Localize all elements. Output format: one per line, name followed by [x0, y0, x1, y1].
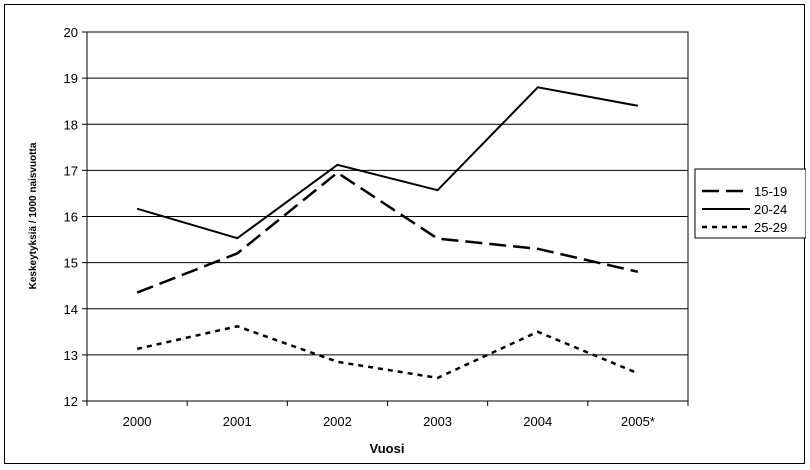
legend: 15-19 20-24 25-29: [694, 168, 807, 239]
series-line-20-24: [136, 86, 639, 240]
x-tick-label: 2005*: [621, 414, 655, 429]
x-tick-label: 2000: [123, 414, 152, 429]
y-axis-ticks: 12 13 14 15 16 17 18 19 20: [64, 25, 87, 409]
x-tick-label: 2004: [523, 414, 552, 429]
x-tick-label: 2002: [323, 414, 352, 429]
x-tick-label: 2003: [423, 414, 452, 429]
x-tick-label: 2001: [223, 414, 252, 429]
y-tick-label: 19: [64, 71, 78, 86]
series-lines: [136, 86, 639, 380]
y-tick-label: 18: [64, 117, 78, 132]
chart-frame: 12 13 14 15 16 17 18 19 20 2000 2001 2002 2003 2004 2…: [4, 4, 807, 464]
gridlines: [87, 77, 688, 356]
legend-box: [694, 168, 807, 239]
y-tick-label: 15: [64, 256, 78, 271]
legend-label-20-24: 20-24: [754, 202, 787, 217]
y-tick-label: 20: [64, 25, 78, 40]
y-tick-label: 17: [64, 163, 78, 178]
x-axis-ticks: 2000 2001 2002 2003 2004 2005*: [86, 401, 689, 429]
y-axis-label: Keskeytyksiä / 1000 naisvuotta: [28, 142, 39, 289]
y-tick-label: 16: [64, 210, 78, 225]
y-tick-label: 12: [64, 394, 78, 409]
y-tick-label: 13: [64, 348, 78, 363]
y-tick-label: 14: [64, 302, 78, 317]
series-line-15-19: [136, 171, 639, 294]
x-axis-label: Vuosi: [370, 441, 405, 456]
legend-label-25-29: 25-29: [754, 220, 787, 235]
legend-label-15-19: 15-19: [754, 184, 787, 199]
